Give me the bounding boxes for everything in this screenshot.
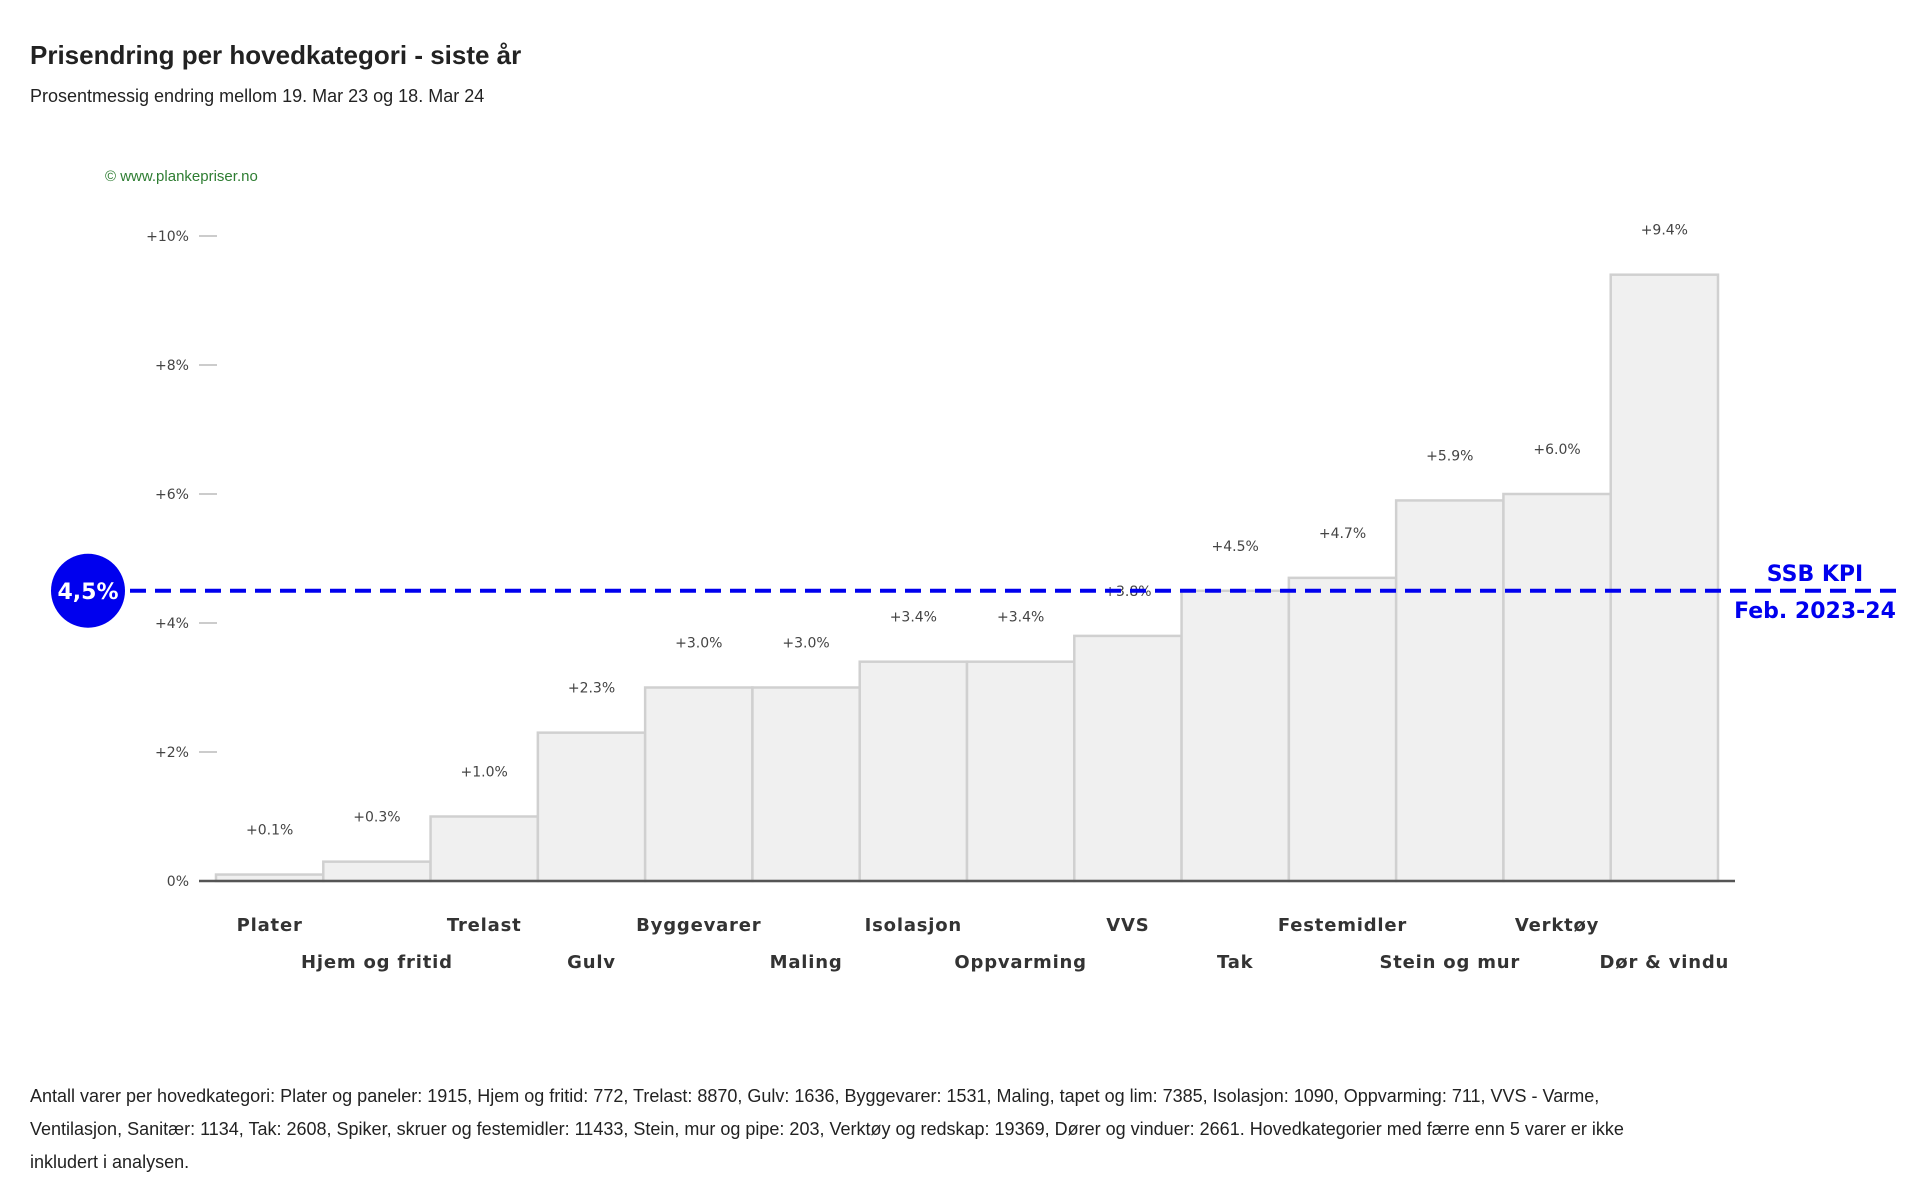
data-label: +3.4% (890, 610, 937, 626)
x-category-label: Dør & vindu (1600, 952, 1730, 973)
data-label: +3.0% (782, 636, 829, 652)
kpi-line-label: SSB KPI (1767, 562, 1864, 587)
y-tick-label: +2% (155, 745, 189, 761)
data-label: +0.3% (353, 810, 400, 826)
y-tick-label: +6% (155, 487, 189, 503)
bar (858, 660, 969, 883)
data-label: +0.1% (246, 823, 293, 839)
x-category-label: VVS (1106, 915, 1149, 936)
bar (1287, 576, 1398, 883)
data-label: +6.0% (1533, 442, 1580, 458)
data-label: +3.8% (1104, 584, 1151, 600)
x-category-label: Trelast (447, 915, 522, 936)
kpi-reference: 4,5% SSB KPI Feb. 2023-24 (51, 553, 1905, 628)
x-category-label: Tak (1217, 952, 1254, 973)
y-tick-label: +10% (146, 229, 189, 245)
bar (643, 686, 754, 883)
bar (1609, 273, 1720, 883)
data-label: +3.0% (675, 636, 722, 652)
bar (1180, 589, 1291, 883)
bar (751, 686, 861, 883)
bar (536, 731, 647, 883)
y-tick-label: +8% (155, 358, 189, 374)
data-label: +4.5% (1212, 539, 1259, 555)
bar (322, 860, 432, 883)
x-category-label: Maling (770, 952, 843, 973)
bars-group: +0.1% +0.3% +1.0% +2.3% +3.0% +3.0% +3.4% +3.4%… (214, 223, 1720, 883)
bar (1502, 492, 1612, 883)
kpi-badge-label: 4,5% (57, 580, 118, 605)
y-axis: 0% +2% +4% +6% +8% +10% (146, 229, 217, 890)
x-category-label: Stein og mur (1379, 952, 1520, 973)
x-category-label: Byggevarer (636, 915, 761, 936)
bar (429, 815, 540, 883)
data-label: +3.4% (997, 610, 1044, 626)
x-category-label: Verktøy (1515, 915, 1599, 936)
data-label: +9.4% (1641, 223, 1688, 239)
x-axis-labels: Plater Hjem og fritid Trelast Gulv Byggevare… (237, 915, 1730, 973)
y-tick-label: 0% (167, 874, 189, 890)
x-category-label: Festemidler (1278, 915, 1407, 936)
copyright-text: © www.plankepriser.no (105, 168, 258, 185)
chart-title: Prisendring per hovedkategori - siste år (30, 40, 522, 70)
chart-subtitle: Prosentmessig endring mellom 19. Mar 23 … (30, 86, 485, 106)
x-category-label: Plater (237, 915, 303, 936)
kpi-badge (51, 553, 125, 628)
data-label: +2.3% (568, 681, 615, 697)
bar (1073, 634, 1183, 883)
data-label: +4.7% (1319, 526, 1366, 542)
bar (965, 660, 1076, 883)
footnote-text: Antall varer per hovedkategori: Plater o… (30, 1086, 1624, 1172)
y-tick-label: +4% (155, 616, 189, 632)
data-label: +5.9% (1426, 448, 1473, 464)
x-category-label: Gulv (567, 952, 616, 973)
kpi-line-period: Feb. 2023-24 (1734, 599, 1896, 624)
x-category-label: Oppvarming (954, 952, 1086, 973)
bar (1394, 499, 1505, 883)
x-category-label: Hjem og fritid (301, 952, 453, 973)
x-category-label: Isolasjon (865, 915, 962, 936)
data-label: +1.0% (461, 765, 508, 781)
